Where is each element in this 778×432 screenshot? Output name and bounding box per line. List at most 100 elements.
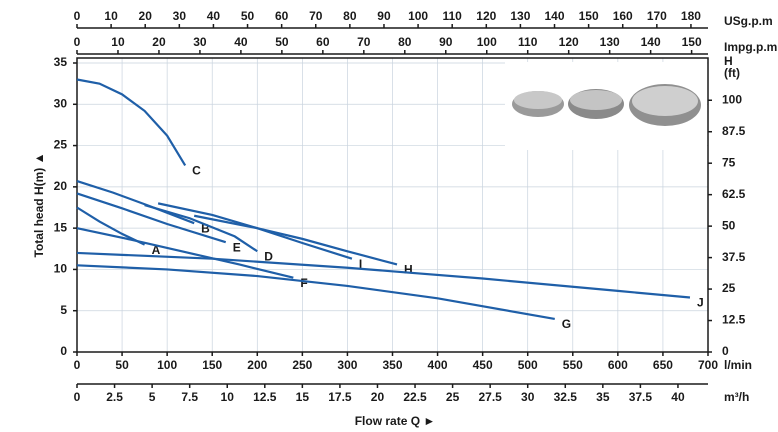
axis-unit: m³/h — [724, 390, 749, 404]
curve — [76, 78, 187, 166]
curve-label: D — [264, 249, 273, 263]
y-tick-label: 30 — [54, 96, 68, 110]
x-tick-label: 10 — [104, 9, 118, 23]
x-tick-label: 5 — [149, 390, 156, 404]
x-tick-label: 0 — [74, 390, 81, 404]
y2-tick-label: 50 — [722, 218, 736, 232]
x-tick-label: 80 — [398, 35, 412, 49]
x-tick-label: 30 — [193, 35, 207, 49]
x-tick-label: 90 — [439, 35, 453, 49]
x-tick-label: 160 — [613, 9, 633, 23]
plot-frame — [76, 57, 709, 353]
y-tick-label: 35 — [54, 55, 68, 69]
x-unit: l/min — [724, 358, 752, 372]
y2-unit: (ft) — [724, 66, 740, 80]
curve — [76, 180, 195, 225]
x-tick-label: 37.5 — [629, 390, 653, 404]
x-tick-label: 15 — [296, 390, 310, 404]
y2-tick-label: 0 — [722, 344, 729, 358]
y-axis-title: Total head H(m) ▲ — [32, 153, 46, 258]
x-tick-label: 130 — [510, 9, 530, 23]
x-tick-label: 0 — [74, 9, 81, 23]
x-tick-label: 700 — [698, 358, 718, 372]
x-tick-label: 70 — [309, 9, 323, 23]
x-tick-label: 400 — [428, 358, 448, 372]
curve — [76, 251, 691, 299]
curve-label: B — [201, 221, 210, 235]
x-tick-label: 120 — [476, 9, 496, 23]
y2-tick-label: 62.5 — [722, 187, 746, 201]
x-tick-label: 27.5 — [478, 390, 502, 404]
curve-label: F — [300, 276, 307, 290]
x-tick-label: 450 — [473, 358, 493, 372]
x-tick-label: 200 — [247, 358, 267, 372]
x-tick-label: 110 — [518, 35, 538, 49]
x-tick-label: 100 — [408, 9, 428, 23]
x-tick-label: 60 — [316, 35, 330, 49]
y-tick-label: 15 — [54, 220, 68, 234]
x-tick-label: 500 — [518, 358, 538, 372]
x-tick-label: 30 — [521, 390, 535, 404]
x-tick-label: 10 — [221, 390, 235, 404]
x-tick-label: 120 — [559, 35, 579, 49]
x-tick-label: 20 — [139, 9, 153, 23]
x-tick-label: 0 — [74, 35, 81, 49]
curve-label: H — [404, 263, 413, 277]
impeller-photo — [505, 62, 707, 150]
x-tick-label: 22.5 — [403, 390, 427, 404]
x-tick-label: 140 — [641, 35, 661, 49]
y-tick-label: 5 — [60, 303, 67, 317]
curve — [76, 264, 555, 321]
x-tick-label: 180 — [681, 9, 701, 23]
x-tick-label: 40 — [234, 35, 248, 49]
x-tick-label: 150 — [579, 9, 599, 23]
x-tick-label: 32.5 — [554, 390, 578, 404]
x-tick-label: 300 — [337, 358, 357, 372]
curve-label: G — [562, 317, 571, 331]
x-tick-label: 40 — [671, 390, 685, 404]
y-tick-label: 25 — [54, 138, 68, 152]
x-tick-label: 20 — [371, 390, 385, 404]
curve — [144, 203, 258, 253]
y-tick-label: 10 — [54, 262, 68, 276]
y2-tick-label: 75 — [722, 155, 736, 169]
y2-axis-title: H — [724, 54, 733, 68]
curve — [76, 192, 227, 244]
x-tick-label: 12.5 — [253, 390, 277, 404]
x-tick-label: 2.5 — [106, 390, 123, 404]
curve-label: I — [359, 257, 362, 271]
y2-tick-label: 25 — [722, 281, 736, 295]
x-tick-label: 30 — [173, 9, 187, 23]
x-tick-label: 550 — [563, 358, 583, 372]
x-tick-label: 70 — [357, 35, 371, 49]
x-tick-label: 100 — [157, 358, 177, 372]
x-tick-label: 35 — [596, 390, 610, 404]
impeller — [570, 90, 622, 110]
x-tick-label: 170 — [647, 9, 667, 23]
x-tick-label: 100 — [477, 35, 497, 49]
x-tick-label: 50 — [115, 358, 129, 372]
curve-label: J — [697, 296, 704, 310]
x-tick-label: 0 — [74, 358, 81, 372]
x-tick-label: 60 — [275, 9, 289, 23]
x-tick-label: 25 — [446, 390, 460, 404]
y2-tick-label: 100 — [722, 92, 742, 106]
impeller — [514, 91, 562, 109]
y-tick-label: 0 — [60, 344, 67, 358]
curve-label: C — [192, 164, 201, 178]
x-tick-label: 20 — [152, 35, 166, 49]
x-tick-label: 17.5 — [328, 390, 352, 404]
x-tick-label: 250 — [292, 358, 312, 372]
x-tick-label: 80 — [343, 9, 357, 23]
curve-label: A — [152, 243, 161, 257]
curve — [193, 214, 398, 266]
y2-tick-label: 12.5 — [722, 313, 746, 327]
impeller — [632, 86, 698, 116]
x-tick-label: 650 — [653, 358, 673, 372]
x-axis-title: Flow rate Q ► — [355, 414, 436, 428]
curve — [76, 227, 294, 279]
x-tick-label: 7.5 — [181, 390, 198, 404]
y2-tick-label: 87.5 — [722, 124, 746, 138]
x-tick-label: 110 — [443, 9, 463, 23]
